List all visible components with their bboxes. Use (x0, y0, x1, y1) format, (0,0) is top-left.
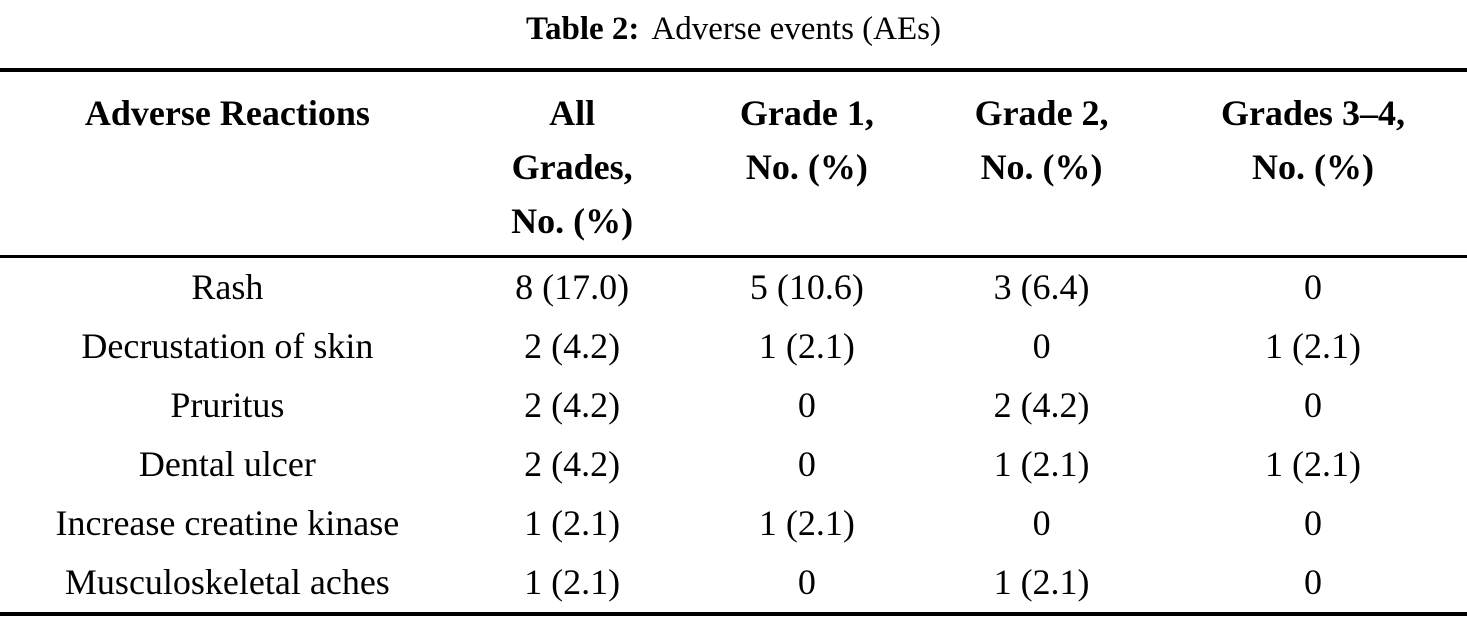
cell-all-grades: 2 (4.2) (524, 444, 621, 484)
header-line: No. (%) (1251, 147, 1374, 187)
header-cell-adverse-reactions: Adverse Reactions (0, 70, 455, 258)
table-row-pruritus: Pruritus 2 (4.2) 0 2 (4.2) 0 (0, 376, 1467, 435)
header-cell-grade-2: Grade 2, No. (%) (924, 70, 1159, 258)
cell-grade-1: 1 (2.1) (758, 326, 855, 366)
table-row-creatine-kinase: Increase creatine kinase 1 (2.1) 1 (2.1)… (0, 494, 1467, 553)
cell-all-grades: 1 (2.1) (524, 562, 621, 602)
cell-grade-2: 3 (6.4) (993, 267, 1090, 307)
cell-grades-3-4: 0 (1303, 562, 1322, 602)
header-cell-grade-1: Grade 1, No. (%) (689, 70, 925, 258)
header-line: No. (%) (980, 147, 1103, 187)
cell-grade-2: 0 (1032, 503, 1051, 543)
header-cell-grades-3-4: Grades 3–4, No. (%) (1158, 70, 1467, 258)
cell-grade-2: 1 (2.1) (993, 444, 1090, 484)
adverse-events-table: Adverse Reactions All Grades, No. (%) Gr… (0, 68, 1467, 616)
cell-reaction: Pruritus (170, 385, 285, 425)
header-line: All (549, 93, 596, 133)
table-caption-label: Table 2: (526, 11, 640, 47)
cell-reaction: Rash (191, 267, 264, 307)
header-cell-all-grades: All Grades, No. (%) (454, 70, 690, 258)
cell-grade-1: 0 (797, 562, 816, 602)
cell-grades-3-4: 0 (1303, 385, 1322, 425)
table-caption: Table 2: Adverse events (AEs) (0, 0, 1467, 68)
header-row: Adverse Reactions All Grades, No. (%) Gr… (0, 70, 1467, 258)
table-row-rash: Rash 8 (17.0) 5 (10.6) 3 (6.4) 0 (0, 257, 1467, 318)
header-line: Grades, (511, 147, 633, 187)
cell-reaction: Increase creatine kinase (55, 503, 400, 543)
cell-grades-3-4: 0 (1303, 267, 1322, 307)
header-line: Grades 3–4, (1220, 93, 1405, 133)
cell-grade-2: 0 (1032, 326, 1051, 366)
cell-grade-2: 1 (2.1) (993, 562, 1090, 602)
header-line: Grade 1, (739, 93, 874, 133)
cell-grade-1: 1 (2.1) (758, 503, 855, 543)
cell-all-grades: 2 (4.2) (524, 326, 621, 366)
cell-grade-1: 5 (10.6) (749, 267, 864, 307)
cell-reaction: Decrustation of skin (81, 326, 374, 366)
table-row-decrustation: Decrustation of skin 2 (4.2) 1 (2.1) 0 1… (0, 317, 1467, 376)
cell-reaction: Musculoskeletal aches (64, 562, 390, 602)
cell-all-grades: 1 (2.1) (524, 503, 621, 543)
header-line: Adverse Reactions (84, 93, 370, 133)
cell-reaction: Dental ulcer (138, 444, 316, 484)
cell-grades-3-4: 1 (2.1) (1264, 326, 1361, 366)
header-line: No. (%) (511, 201, 634, 241)
cell-grades-3-4: 0 (1303, 503, 1322, 543)
cell-all-grades: 8 (17.0) (515, 267, 630, 307)
cell-grades-3-4: 1 (2.1) (1264, 444, 1361, 484)
header-line: No. (%) (745, 147, 868, 187)
cell-grade-2: 2 (4.2) (993, 385, 1090, 425)
table-row-dental-ulcer: Dental ulcer 2 (4.2) 0 1 (2.1) 1 (2.1) (0, 435, 1467, 494)
cell-grade-1: 0 (797, 385, 816, 425)
table-row-musculoskeletal: Musculoskeletal aches 1 (2.1) 0 1 (2.1) … (0, 553, 1467, 614)
cell-grade-1: 0 (797, 444, 816, 484)
table-caption-text: Adverse events (AEs) (651, 11, 941, 47)
cell-all-grades: 2 (4.2) (524, 385, 621, 425)
header-line: Grade 2, (974, 93, 1109, 133)
